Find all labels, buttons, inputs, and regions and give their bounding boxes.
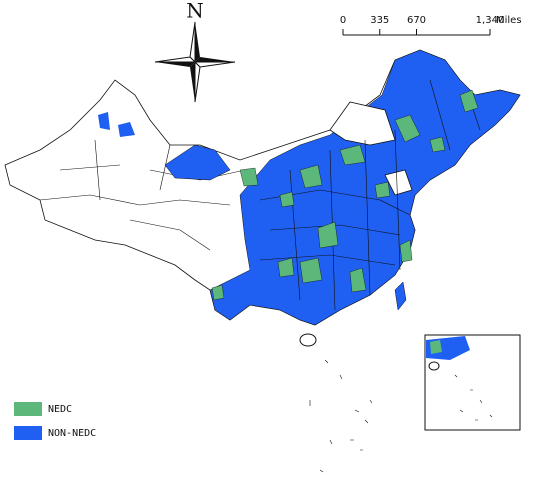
nedc-region: [299, 257, 323, 284]
scale-label: 0: [340, 15, 346, 26]
non-nedc-region: [164, 144, 231, 181]
scale-label: 335: [370, 15, 389, 26]
island: [299, 333, 317, 347]
nedc-region: [394, 114, 421, 143]
scale-unit: Miles: [496, 15, 522, 26]
nedc-region: [339, 144, 366, 166]
nedc-region: [299, 164, 323, 189]
inset-island: [428, 361, 440, 371]
nedc-region: [317, 221, 339, 249]
nedc-region: [459, 89, 479, 113]
nedc-region: [211, 284, 225, 301]
non-nedc-region: [118, 122, 135, 137]
north-arrow: [154, 21, 236, 103]
island: [394, 281, 407, 311]
legend-swatch: [14, 426, 42, 440]
west-boundaries: [39, 139, 246, 251]
no-data-region: [384, 169, 413, 196]
scale-label: 670: [407, 15, 426, 26]
sea-islands: [309, 359, 373, 473]
scale-label: 1,340: [476, 15, 505, 26]
nedc-region: [277, 257, 295, 278]
legend-swatch: [14, 402, 42, 416]
nedc-region: [349, 267, 367, 293]
non-nedc-region: [209, 49, 521, 326]
inset-islands: [454, 374, 493, 421]
non-nedc-region: [98, 112, 110, 130]
legend-label: NON-NEDC: [48, 428, 96, 439]
nedc-region: [279, 191, 295, 208]
legend-label: NEDC: [48, 404, 72, 415]
nedc-region: [374, 181, 391, 199]
nedc-patches: [211, 89, 479, 301]
inset-region: [430, 340, 442, 354]
no-data-region: [329, 101, 396, 146]
nedc-region: [239, 167, 259, 187]
nedc-region: [429, 136, 446, 153]
nedc-region: [399, 239, 413, 263]
north-label: N: [186, 0, 204, 23]
